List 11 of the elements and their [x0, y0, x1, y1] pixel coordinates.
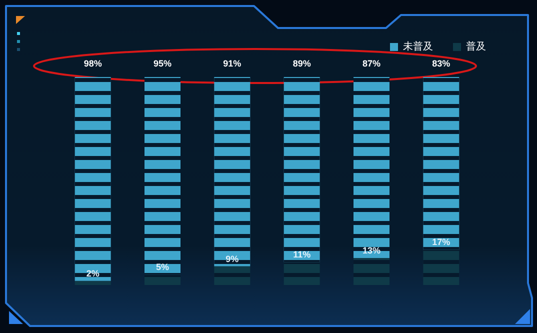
legend-label: 未普及: [403, 40, 433, 52]
data-label: 87%: [362, 58, 381, 68]
data-label: 5%: [156, 262, 170, 272]
legend-label: 普及: [466, 40, 486, 52]
data-label: 98%: [84, 58, 102, 68]
data-label: 83%: [432, 58, 450, 68]
data-label: 17%: [432, 237, 450, 248]
data-label: 95%: [153, 58, 172, 68]
data-label: 11%: [293, 250, 311, 260]
data-label: 89%: [292, 58, 311, 68]
data-label: 91%: [223, 58, 242, 68]
